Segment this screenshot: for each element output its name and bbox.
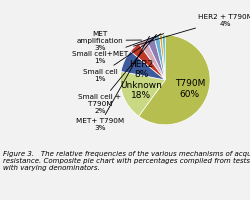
Wedge shape — [138, 36, 209, 125]
Text: HER2 + T790M
4%: HER2 + T790M 4% — [133, 14, 250, 47]
Wedge shape — [138, 40, 164, 80]
Wedge shape — [159, 36, 164, 80]
Text: HER2
8%: HER2 8% — [129, 60, 153, 79]
Text: Small cell
1%: Small cell 1% — [82, 35, 160, 82]
Wedge shape — [162, 36, 164, 80]
Text: Small cell+MET
1%: Small cell+MET 1% — [72, 34, 163, 64]
Text: MET
amplification
3%: MET amplification 3% — [76, 31, 141, 51]
Text: T790M
60%: T790M 60% — [174, 79, 204, 98]
Wedge shape — [120, 72, 164, 117]
Wedge shape — [146, 37, 165, 80]
Wedge shape — [120, 52, 164, 80]
Wedge shape — [153, 36, 164, 80]
Text: MET+ T790M
3%: MET+ T790M 3% — [76, 37, 149, 131]
Text: Small cell +
T790M
2%: Small cell + T790M 2% — [78, 35, 156, 114]
Text: Unknown
18%: Unknown 18% — [120, 80, 161, 100]
Wedge shape — [130, 44, 164, 80]
Text: Figure 3.   The relative frequencies of the various mechanisms of acquired
resis: Figure 3. The relative frequencies of th… — [2, 150, 250, 170]
